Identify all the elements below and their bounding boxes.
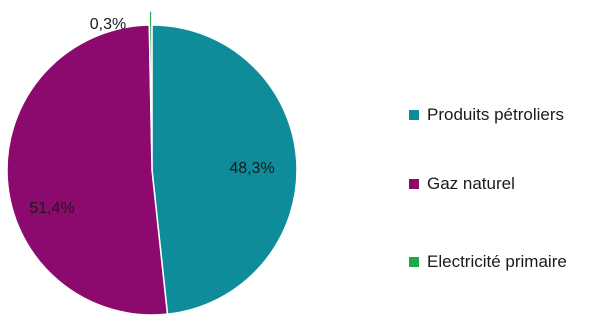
pie-slice-2 [6, 24, 169, 316]
pie-data-labels: 48,3% 51,4% 0,3% [29, 16, 274, 217]
pie-slice-1 [151, 24, 298, 316]
data-label-2: 51,4% [29, 200, 74, 217]
pie-slices [6, 10, 298, 316]
data-label-3: 0,3% [90, 16, 126, 33]
data-label-1: 48,3% [229, 160, 274, 177]
legend-label-2: Gaz naturel [427, 174, 515, 193]
legend-swatch-3 [409, 257, 419, 267]
legend: Produits pétroliers Gaz naturel Electricit… [409, 105, 567, 271]
legend-swatch-1 [409, 110, 419, 120]
pie-slice-3 [148, 10, 153, 157]
legend-swatch-2 [409, 179, 419, 189]
legend-label-3: Electricité primaire [427, 252, 567, 271]
legend-label-1: Produits pétroliers [427, 105, 564, 124]
